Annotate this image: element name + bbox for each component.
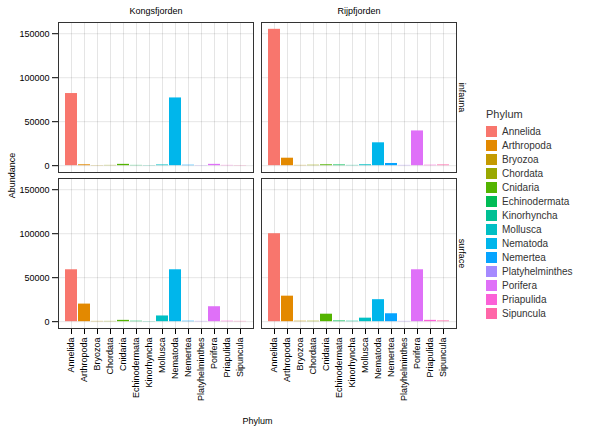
html-text:Porifera: Porifera	[502, 279, 537, 291]
svg-text:Sipuncula: Sipuncula	[438, 338, 448, 378]
svg-text:Cnidaria: Cnidaria	[321, 338, 331, 372]
svg-text:Echinodermata: Echinodermata	[131, 338, 141, 399]
svg-text:Echinodermata: Echinodermata	[334, 338, 344, 399]
svg-text:Kinorhyncha: Kinorhyncha	[347, 338, 357, 388]
svg-text:Rijpfjorden: Rijpfjorden	[337, 6, 380, 16]
html-text:Annelida: Annelida	[502, 125, 541, 137]
svg-text:Arthropoda: Arthropoda	[79, 338, 89, 383]
svg-text:Kinorhyncha: Kinorhyncha	[144, 338, 154, 388]
svg-text:Sipuncula: Sipuncula	[235, 338, 245, 378]
svg-text:Nemertea: Nemertea	[386, 338, 396, 378]
svg-text:Priapulida: Priapulida	[222, 338, 232, 378]
html-text:Priapulida: Priapulida	[502, 293, 547, 305]
svg-text:Nematoda: Nematoda	[373, 338, 383, 380]
svg-text:Kongsfjorden: Kongsfjorden	[129, 6, 182, 16]
svg-text:Abundance: Abundance	[7, 153, 17, 199]
html-text:Sipuncula: Sipuncula	[502, 307, 546, 319]
svg-text:100000: 100000	[19, 73, 49, 83]
html-text:Arthropoda: Arthropoda	[502, 139, 552, 151]
svg-text:Nematoda: Nematoda	[170, 338, 180, 380]
svg-text:Arthropoda: Arthropoda	[282, 338, 292, 383]
svg-text:Priapulida: Priapulida	[425, 338, 435, 378]
svg-text:Bryozoa: Bryozoa	[295, 338, 305, 371]
svg-text:infauna: infauna	[457, 83, 467, 113]
svg-text:0: 0	[44, 161, 49, 171]
svg-text:150000: 150000	[19, 29, 49, 39]
svg-text:100000: 100000	[19, 229, 49, 239]
html-text:Nemertea: Nemertea	[502, 251, 546, 263]
svg-text:Cnidaria: Cnidaria	[118, 338, 128, 372]
svg-text:Nemertea: Nemertea	[183, 338, 193, 378]
svg-text:Porifera: Porifera	[209, 338, 219, 370]
svg-text:Platyhelminthes: Platyhelminthes	[399, 337, 409, 401]
html-text:Phylum: Phylum	[486, 108, 523, 120]
svg-text:Chordata: Chordata	[105, 338, 115, 375]
svg-text:Annelida: Annelida	[66, 338, 76, 373]
svg-text:surface: surface	[457, 239, 467, 269]
svg-text:150000: 150000	[19, 185, 49, 195]
html-text:Nematoda: Nematoda	[502, 237, 549, 249]
html-text:Platyhelminthes: Platyhelminthes	[502, 265, 573, 277]
html-text:Mollusca: Mollusca	[502, 223, 542, 235]
svg-text:50000: 50000	[24, 273, 49, 283]
html-text:Cnidaria: Cnidaria	[502, 181, 540, 193]
svg-text:Annelida: Annelida	[269, 338, 279, 373]
svg-text:50000: 50000	[24, 117, 49, 127]
html-text:Bryozoa: Bryozoa	[502, 153, 539, 165]
html-text:Kinorhyncha: Kinorhyncha	[502, 209, 558, 221]
svg-text:Phylum: Phylum	[242, 416, 272, 426]
svg-text:Porifera: Porifera	[412, 338, 422, 370]
svg-text:Platyhelminthes: Platyhelminthes	[196, 337, 206, 401]
svg-text:0: 0	[44, 317, 49, 327]
svg-text:Chordata: Chordata	[308, 338, 318, 375]
html-text:Echinodermata: Echinodermata	[502, 195, 570, 207]
html-text:Chordata: Chordata	[502, 167, 544, 179]
svg-text:Mollusca: Mollusca	[360, 338, 370, 374]
svg-text:Bryozoa: Bryozoa	[92, 338, 102, 371]
svg-text:Mollusca: Mollusca	[157, 338, 167, 374]
